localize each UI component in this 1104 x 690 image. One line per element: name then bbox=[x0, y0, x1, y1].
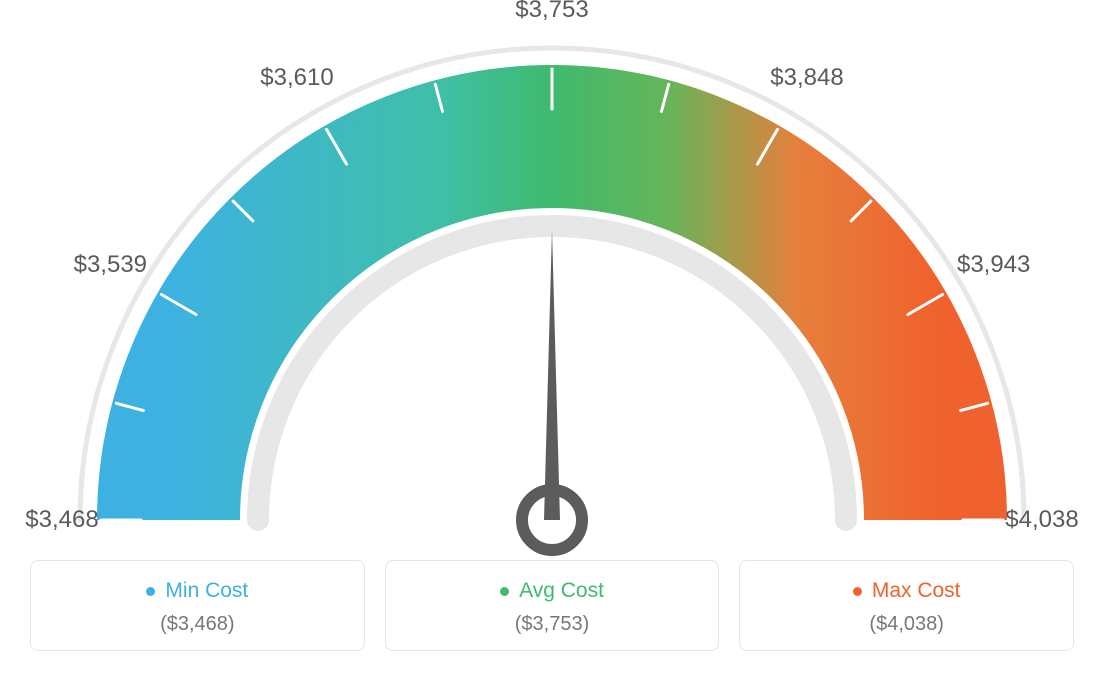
gauge-tick-label: $3,610 bbox=[260, 64, 333, 92]
min-cost-value: ($3,468) bbox=[41, 613, 354, 636]
gauge-tick-label: $3,468 bbox=[25, 506, 98, 534]
avg-cost-title: Avg Cost bbox=[519, 579, 604, 603]
gauge-tick-label: $3,848 bbox=[770, 64, 843, 92]
max-cost-value: ($4,038) bbox=[750, 613, 1063, 636]
gauge-tick-label: $4,038 bbox=[1005, 506, 1078, 534]
min-cost-dot bbox=[146, 587, 155, 596]
gauge-tick-label: $3,943 bbox=[957, 251, 1030, 279]
gauge-tick-label: $3,539 bbox=[74, 251, 147, 279]
min-cost-title: Min Cost bbox=[165, 579, 248, 603]
min-cost-title-row: Min Cost bbox=[146, 579, 248, 603]
avg-cost-dot bbox=[500, 587, 509, 596]
avg-cost-card: Avg Cost ($3,753) bbox=[385, 560, 720, 651]
max-cost-dot bbox=[853, 587, 862, 596]
gauge-tick-label: $3,753 bbox=[515, 0, 588, 24]
max-cost-card: Max Cost ($4,038) bbox=[739, 560, 1074, 651]
min-cost-card: Min Cost ($3,468) bbox=[30, 560, 365, 651]
summary-cards: Min Cost ($3,468) Avg Cost ($3,753) Max … bbox=[0, 560, 1104, 671]
avg-cost-title-row: Avg Cost bbox=[500, 579, 604, 603]
max-cost-title: Max Cost bbox=[872, 579, 961, 603]
avg-cost-value: ($3,753) bbox=[396, 613, 709, 636]
gauge-chart: $3,468 $3,539 $3,610 $3,753 $3,848 $3,943 $4,0… bbox=[0, 0, 1104, 560]
max-cost-title-row: Max Cost bbox=[853, 579, 961, 603]
gauge-svg bbox=[0, 0, 1104, 560]
